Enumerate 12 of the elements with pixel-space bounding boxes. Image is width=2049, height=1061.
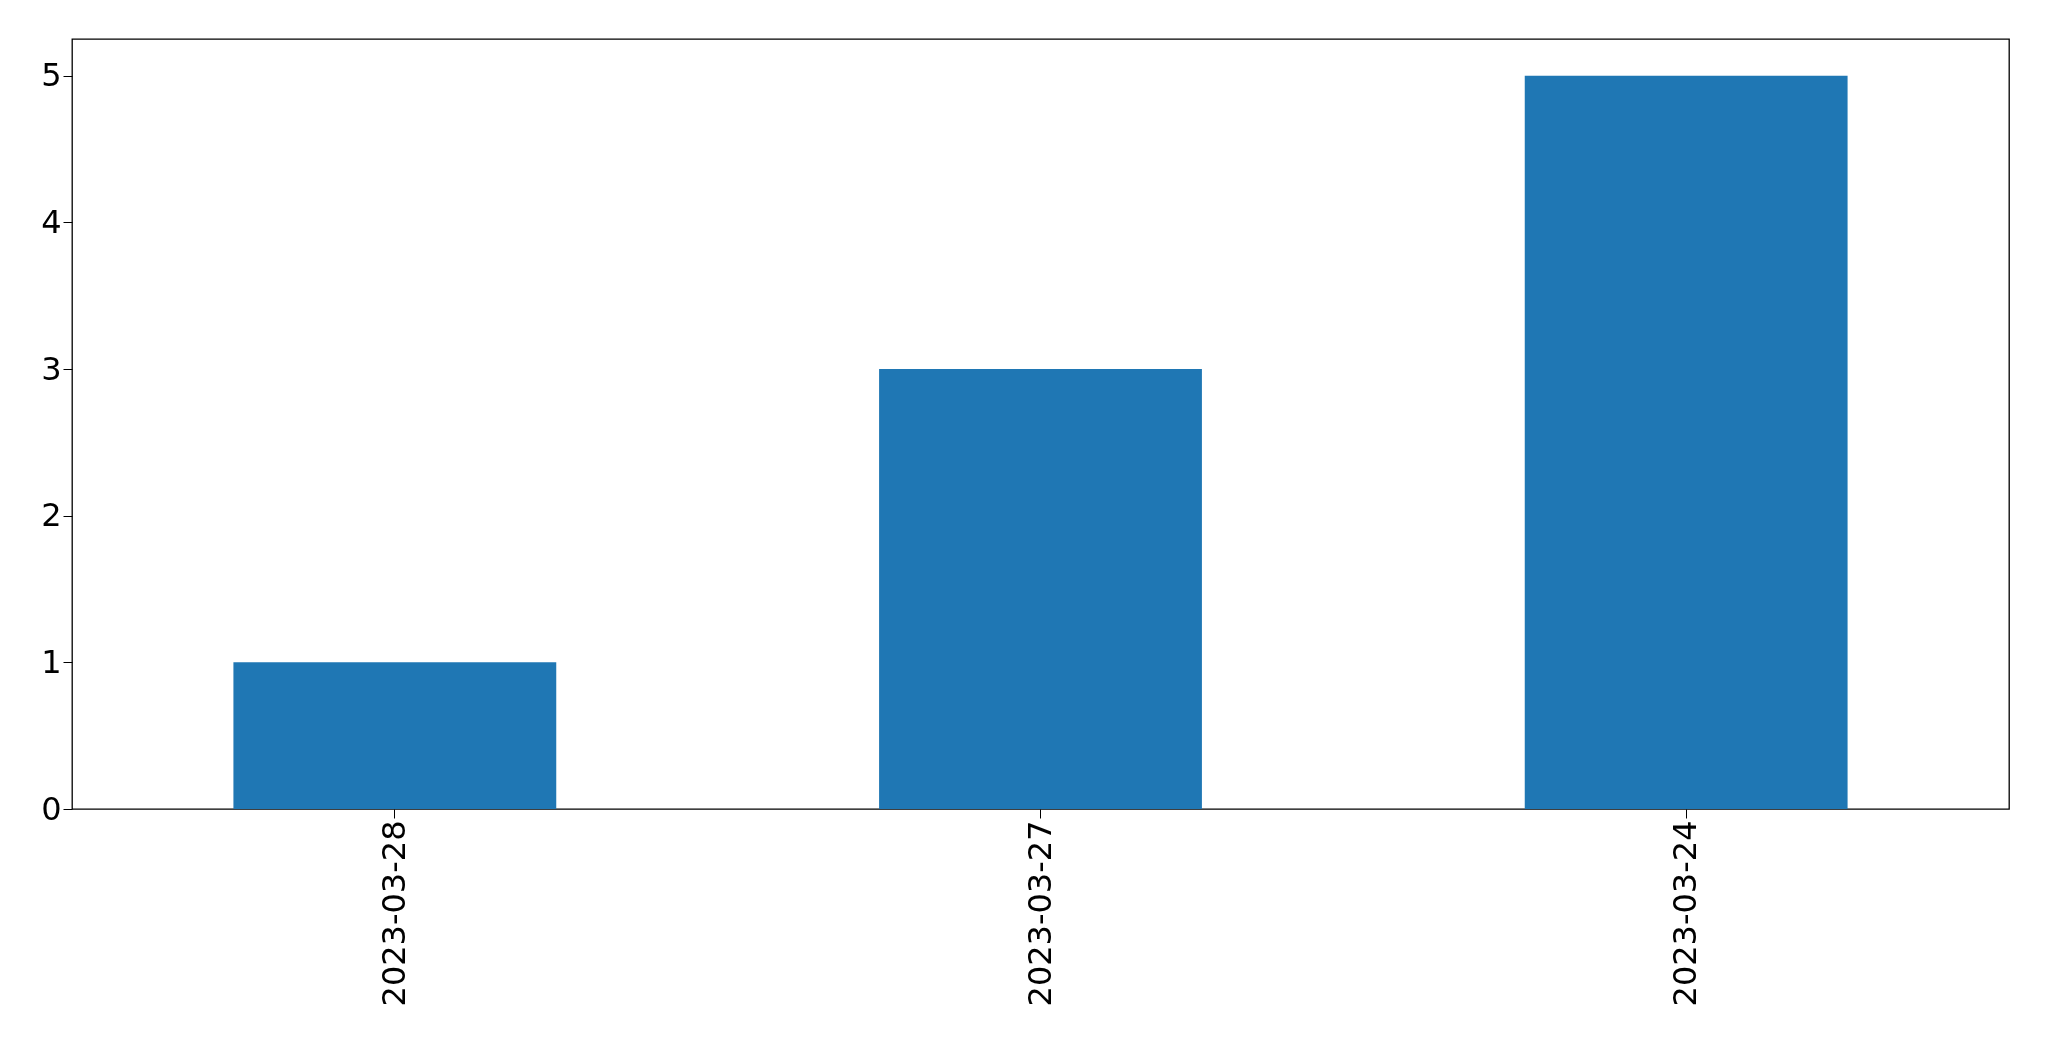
y-tick-label: 0 — [41, 789, 62, 828]
bar — [233, 662, 557, 809]
y-tick-label: 4 — [41, 202, 62, 241]
y-tick-label: 1 — [41, 642, 62, 681]
x-tick-label: 2023-03-24 — [1666, 820, 1705, 1007]
bar — [879, 369, 1202, 809]
y-tick-label: 2 — [41, 496, 62, 535]
x-tick-label: 2023-03-27 — [1020, 820, 1059, 1007]
y-tick-label: 3 — [41, 349, 62, 388]
y-tick-label: 5 — [41, 56, 62, 95]
bar — [1524, 75, 1848, 809]
x-tick-label: 2023-03-28 — [374, 820, 413, 1007]
